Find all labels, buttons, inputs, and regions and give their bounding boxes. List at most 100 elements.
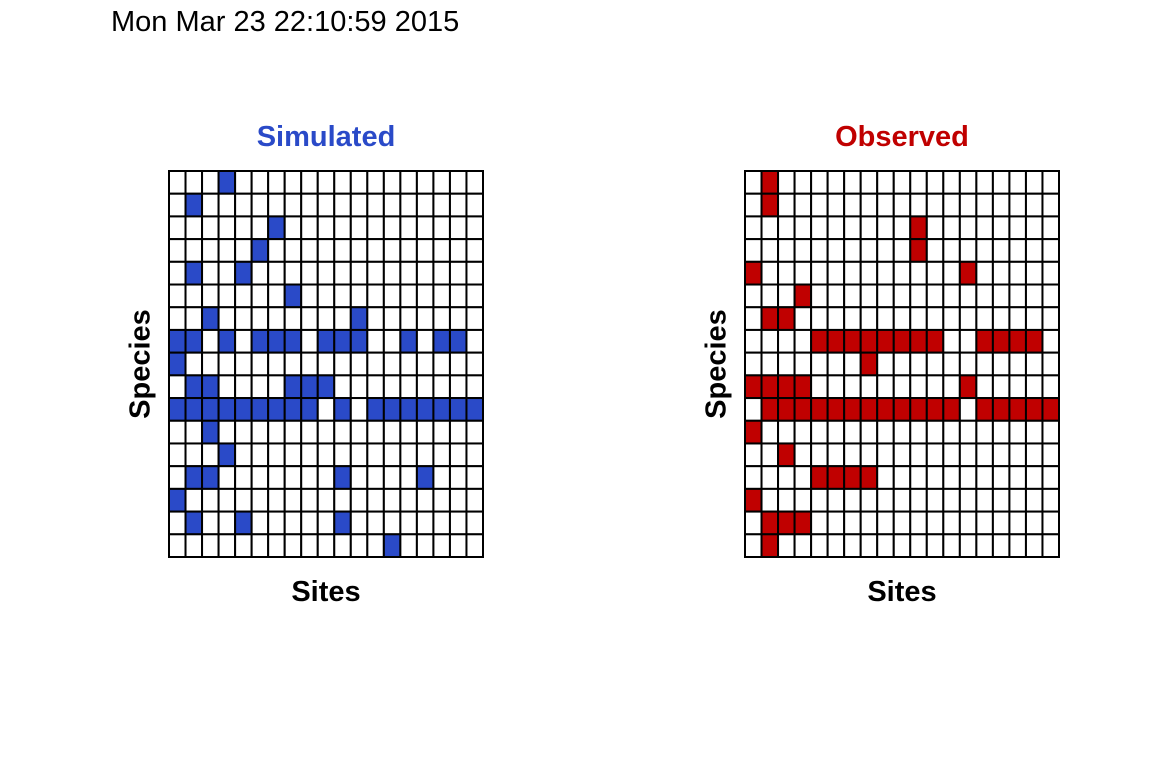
empty-cell-r9-c3: [217, 374, 237, 400]
empty-cell-r14-c4: [234, 487, 253, 513]
empty-cell-r5-c11: [925, 283, 945, 309]
empty-cell-r1-c6: [843, 192, 862, 218]
empty-cell-r15-c11: [349, 510, 369, 536]
empty-cell-r1-c15: [991, 192, 1011, 218]
empty-cell-r9-c10: [333, 374, 352, 400]
empty-cell-r9-c14: [399, 374, 418, 400]
empty-cell-r15-c15: [415, 510, 435, 536]
empty-cell-r15-c7: [283, 510, 303, 536]
empty-cell-r1-c10: [333, 192, 352, 218]
empty-cell-r0-c1: [184, 170, 204, 195]
empty-cell-r14-c1: [760, 487, 780, 513]
empty-cell-r12-c10: [333, 442, 352, 468]
empty-cell-r5-c0: [168, 283, 187, 309]
empty-cell-r13-c13: [382, 465, 402, 490]
empty-cell-r3-c15: [991, 238, 1011, 263]
occupied-cell-r0-c3: [217, 170, 237, 195]
occupied-cell-r10-c12: [366, 397, 385, 422]
observed-grid: [744, 170, 1061, 559]
occupied-cell-r9-c1: [184, 374, 204, 400]
empty-cell-r14-c16: [432, 487, 451, 513]
empty-cell-r12-c6: [843, 442, 862, 468]
empty-cell-r4-c8: [300, 260, 319, 286]
simulated-y-axis-label: Species: [124, 309, 157, 419]
empty-cell-r4-c7: [859, 260, 879, 286]
empty-cell-r8-c3: [217, 351, 237, 377]
occupied-cell-r7-c11: [925, 328, 945, 354]
occupied-cell-r13-c4: [810, 465, 829, 490]
empty-cell-r14-c12: [942, 487, 961, 513]
empty-cell-r11-c11: [349, 419, 369, 445]
empty-cell-r12-c15: [415, 442, 435, 468]
empty-cell-r2-c13: [382, 215, 402, 241]
empty-cell-r1-c13: [382, 192, 402, 218]
empty-cell-r13-c17: [448, 465, 468, 490]
empty-cell-r1-c17: [1024, 192, 1044, 218]
empty-cell-r8-c8: [300, 351, 319, 377]
empty-cell-r15-c0: [744, 510, 763, 536]
empty-cell-r14-c11: [349, 487, 369, 513]
empty-cell-r14-c11: [925, 487, 945, 513]
empty-cell-r16-c2: [201, 533, 220, 559]
empty-cell-r5-c9: [892, 283, 912, 309]
empty-cell-r1-c10: [909, 192, 928, 218]
empty-cell-r11-c5: [826, 419, 846, 445]
empty-cell-r1-c5: [826, 192, 846, 218]
empty-cell-r2-c0: [168, 215, 187, 241]
empty-cell-r11-c12: [366, 419, 385, 445]
occupied-cell-r13-c10: [333, 465, 352, 490]
empty-cell-r11-c9: [892, 419, 912, 445]
empty-cell-r6-c11: [925, 306, 945, 331]
empty-cell-r1-c5: [250, 192, 270, 218]
empty-cell-r11-c2: [777, 419, 796, 445]
empty-cell-r8-c2: [201, 351, 220, 377]
occupied-cell-r7-c9: [892, 328, 912, 354]
occupied-cell-r8-c0: [168, 351, 187, 377]
empty-cell-r9-c5: [826, 374, 846, 400]
empty-cell-r7-c0: [744, 328, 763, 354]
empty-cell-r15-c6: [843, 510, 862, 536]
empty-cell-r6-c12: [366, 306, 385, 331]
empty-cell-r15-c17: [1024, 510, 1044, 536]
empty-cell-r15-c18: [465, 510, 485, 536]
occupied-cell-r10-c8: [300, 397, 319, 422]
empty-cell-r2-c15: [415, 215, 435, 241]
empty-cell-r16-c1: [184, 533, 204, 559]
empty-cell-r12-c7: [283, 442, 303, 468]
empty-cell-r1-c15: [415, 192, 435, 218]
empty-cell-r3-c8: [300, 238, 319, 263]
occupied-cell-r16-c1: [760, 533, 780, 559]
empty-cell-r11-c16: [432, 419, 451, 445]
empty-cell-r2-c8: [300, 215, 319, 241]
empty-cell-r13-c18: [1041, 465, 1061, 490]
empty-cell-r6-c5: [826, 306, 846, 331]
empty-cell-r13-c11: [349, 465, 369, 490]
empty-cell-r5-c1: [760, 283, 780, 309]
empty-cell-r8-c11: [349, 351, 369, 377]
occupied-cell-r15-c1: [760, 510, 780, 536]
empty-cell-r1-c4: [234, 192, 253, 218]
empty-cell-r8-c1: [760, 351, 780, 377]
empty-cell-r14-c18: [465, 487, 485, 513]
occupied-cell-r10-c18: [465, 397, 485, 422]
empty-cell-r14-c15: [415, 487, 435, 513]
empty-cell-r15-c9: [316, 510, 336, 536]
empty-cell-r1-c13: [958, 192, 978, 218]
empty-cell-r12-c14: [975, 442, 994, 468]
empty-cell-r11-c17: [1024, 419, 1044, 445]
empty-cell-r0-c2: [777, 170, 796, 195]
empty-cell-r14-c9: [892, 487, 912, 513]
empty-cell-r15-c3: [217, 510, 237, 536]
empty-cell-r5-c4: [810, 283, 829, 309]
empty-cell-r5-c3: [217, 283, 237, 309]
occupied-cell-r15-c1: [184, 510, 204, 536]
empty-cell-r5-c4: [234, 283, 253, 309]
empty-cell-r15-c13: [382, 510, 402, 536]
empty-cell-r0-c0: [168, 170, 187, 195]
empty-cell-r12-c2: [201, 442, 220, 468]
occupied-cell-r12-c3: [217, 442, 237, 468]
empty-cell-r0-c12: [942, 170, 961, 195]
occupied-cell-r2-c10: [909, 215, 928, 241]
occupied-cell-r15-c4: [234, 510, 253, 536]
empty-cell-r16-c3: [793, 533, 813, 559]
